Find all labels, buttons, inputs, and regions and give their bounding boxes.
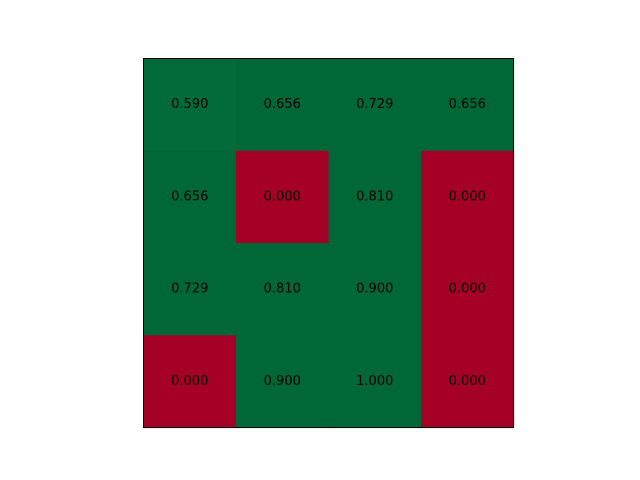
heatmap-cell-r2-c1: [236, 243, 330, 336]
heatmap-cell-r3-c3: [421, 335, 515, 429]
cell-value-label-r3-c3: 0.000: [449, 374, 486, 389]
cell-value-label-r1-c2: 0.810: [356, 189, 393, 204]
heatmap-cell-r2-c2: [328, 243, 422, 336]
cell-value-label-r2-c3: 0.000: [449, 282, 486, 297]
cell-value-label-r0-c3: 0.656: [449, 97, 486, 112]
cell-value-label-r3-c2: 1.000: [356, 374, 393, 389]
cell-value-label-r1-c3: 0.000: [449, 189, 486, 204]
cell-value-label-r1-c0: 0.656: [171, 189, 208, 204]
heatmap-cell-r2-c0: [143, 243, 237, 336]
heatmap-cell-r0-c2: [328, 58, 422, 152]
cell-value-label-r2-c2: 0.900: [356, 282, 393, 297]
cell-value-label-r0-c2: 0.729: [356, 97, 393, 112]
heatmap-cell-r3-c0: [143, 335, 237, 429]
heatmap-cells: [143, 58, 515, 429]
cell-value-label-r3-c1: 0.900: [264, 374, 301, 389]
cell-value-label-r0-c1: 0.656: [264, 97, 301, 112]
heatmap-cell-r1-c2: [328, 150, 422, 244]
plot-frame: [143, 58, 514, 428]
heatmap-cell-r3-c1: [236, 335, 330, 429]
heatmap-labels: 0.590 0.656 0.729 0.656 0.656 0.000 0.810 0.000…: [171, 97, 486, 389]
cell-value-label-r2-c1: 0.810: [264, 282, 301, 297]
heatmap-cell-r1-c0: [143, 150, 237, 244]
heatmap-cell-r1-c3: [421, 150, 515, 244]
cell-value-label-r3-c0: 0.000: [171, 374, 208, 389]
heatmap-cell-r3-c2: [328, 335, 422, 429]
heatmap-cell-r0-c3: [421, 58, 515, 152]
cell-value-label-r1-c1: 0.000: [264, 189, 301, 204]
heatmap-cell-r0-c0: [143, 58, 237, 152]
cell-value-label-r0-c0: 0.590: [171, 97, 208, 112]
heatmap-cell-r1-c1: [236, 150, 330, 244]
heatmap-cell-r2-c3: [421, 243, 515, 336]
heatmap-cell-r0-c1: [236, 58, 330, 152]
cell-value-label-r2-c0: 0.729: [171, 282, 208, 297]
